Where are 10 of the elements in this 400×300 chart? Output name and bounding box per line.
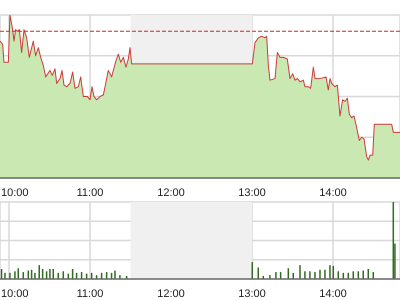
x-tick-label: 13:00 xyxy=(238,187,266,199)
x-tick-label: 14:00 xyxy=(319,288,347,300)
x-tick-label: 11:00 xyxy=(76,288,104,300)
x-tick-label: 11:00 xyxy=(76,187,104,199)
x-tick-label: 12:00 xyxy=(157,187,185,199)
x-tick-label: 12:00 xyxy=(157,288,185,300)
x-tick-label: 14:00 xyxy=(319,187,347,199)
x-tick-label: 10:00 xyxy=(1,288,29,300)
x-tick-label: 10:00 xyxy=(1,187,29,199)
x-tick-label: 13:00 xyxy=(238,288,266,300)
